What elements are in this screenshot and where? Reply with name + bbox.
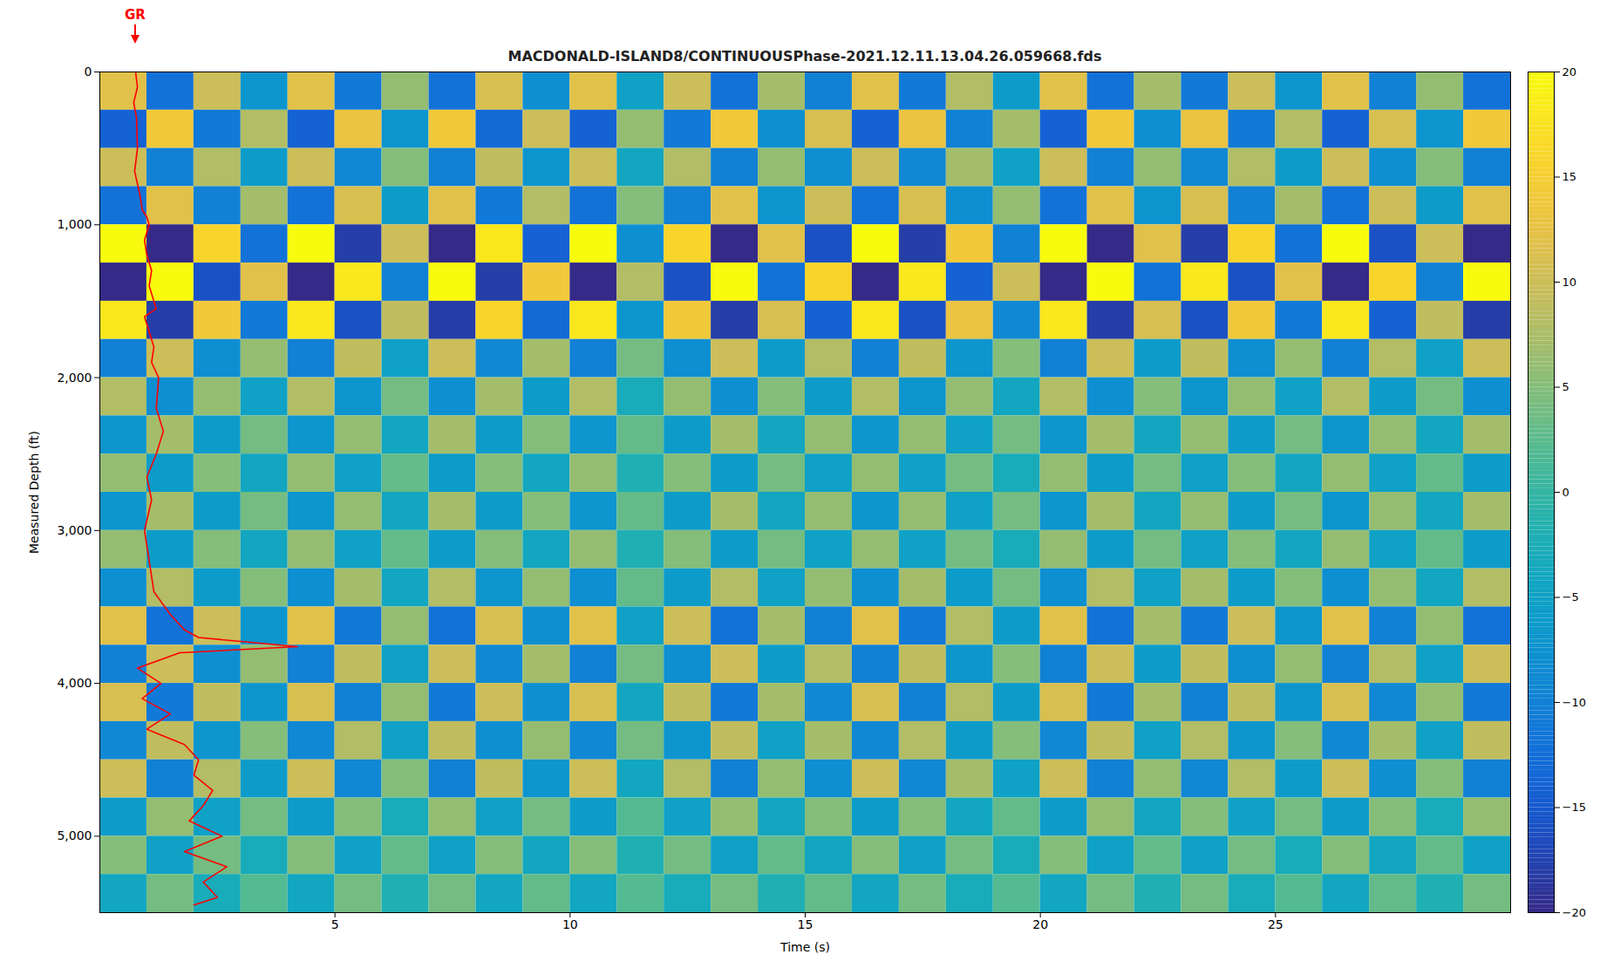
svg-text:25: 25 (1267, 917, 1284, 932)
svg-text:15: 15 (797, 917, 814, 932)
svg-text:10: 10 (562, 917, 579, 932)
svg-text:2,000: 2,000 (56, 370, 92, 385)
svg-text:−15: −15 (1562, 800, 1587, 814)
svg-text:Measured Depth (ft): Measured Depth (ft) (27, 430, 41, 554)
svg-text:15: 15 (1562, 170, 1578, 184)
svg-text:20: 20 (1562, 65, 1578, 79)
svg-text:MACDONALD-ISLAND8/CONTINUOUSPh: MACDONALD-ISLAND8/CONTINUOUSPhase-2021.1… (508, 47, 1103, 65)
svg-text:−20: −20 (1562, 905, 1587, 920)
svg-text:Time (s): Time (s) (779, 939, 831, 954)
svg-text:3,000: 3,000 (56, 523, 92, 538)
svg-text:GR: GR (124, 6, 146, 23)
svg-text:20: 20 (1032, 917, 1049, 932)
svg-text:5,000: 5,000 (56, 828, 92, 843)
svg-text:1,000: 1,000 (56, 217, 92, 232)
svg-text:0: 0 (1562, 485, 1570, 499)
svg-text:0: 0 (84, 64, 93, 79)
svg-text:5: 5 (1562, 380, 1570, 394)
svg-text:5: 5 (331, 917, 340, 932)
svg-text:−10: −10 (1562, 695, 1587, 709)
svg-text:10: 10 (1562, 275, 1578, 289)
svg-text:−5: −5 (1562, 590, 1580, 604)
svg-text:4,000: 4,000 (56, 675, 92, 690)
